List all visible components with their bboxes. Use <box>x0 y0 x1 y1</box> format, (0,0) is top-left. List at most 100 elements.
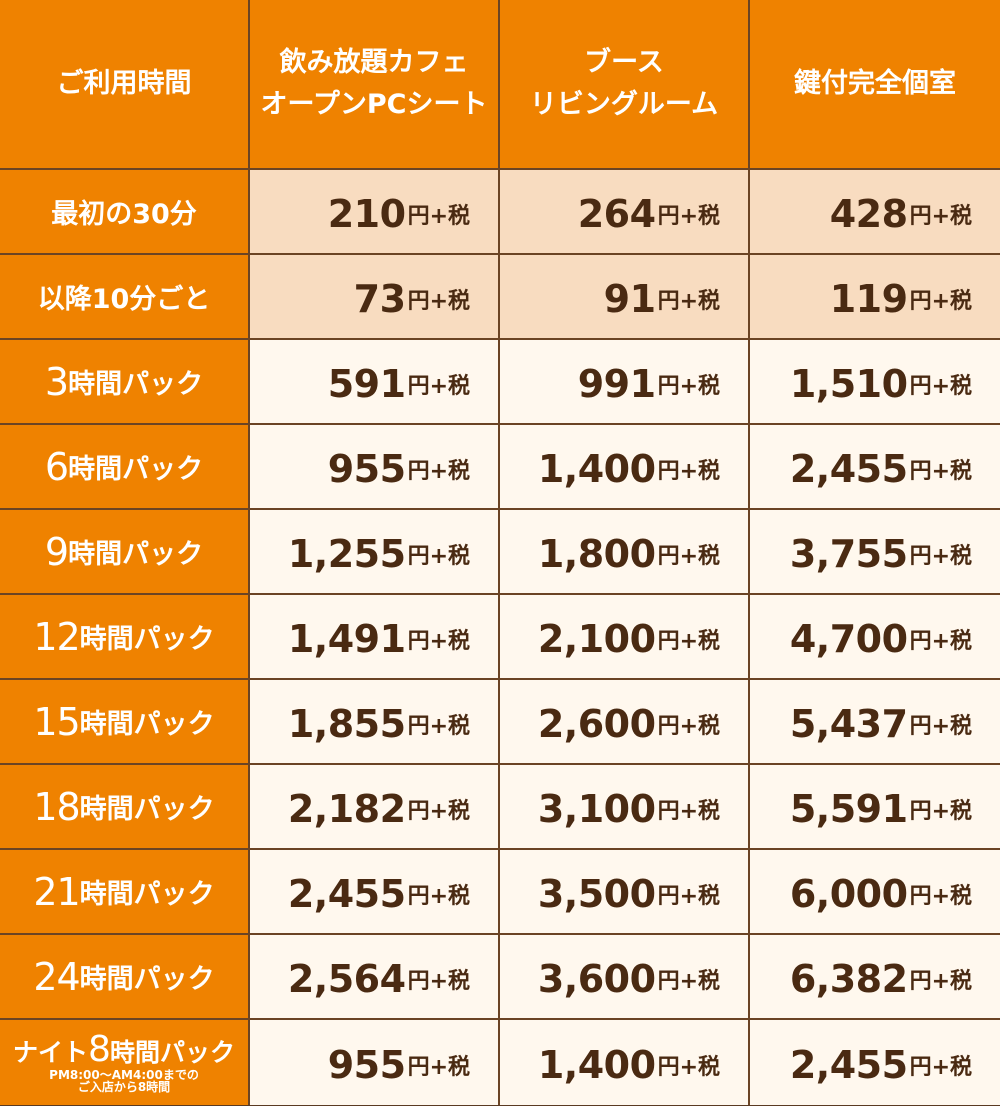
price-amount: 1,400 <box>537 1042 656 1087</box>
price-unit: 円+税 <box>909 288 972 314</box>
header-open-pc-seat-line2: オープンPCシート <box>260 89 488 120</box>
price-amount: 73 <box>353 276 406 321</box>
header-open-pc-seat: 飲み放題カフェ オープンPCシート <box>250 0 500 170</box>
price-cell: 991 円+税 <box>500 340 750 425</box>
price-unit: 円+税 <box>909 883 972 909</box>
row-label-number: 18 <box>33 784 80 829</box>
price-amount: 2,455 <box>789 446 908 491</box>
row-label-number: 3 <box>44 359 69 404</box>
price-amount: 2,455 <box>789 1042 908 1087</box>
price-unit: 円+税 <box>657 968 720 994</box>
price-unit: 円+税 <box>407 288 470 314</box>
price-amount: 3,755 <box>789 531 908 576</box>
row-label-text: 時間パック <box>79 964 215 995</box>
price-amount: 2,100 <box>537 616 656 661</box>
price-cell: 591 円+税 <box>250 340 500 425</box>
header-booth: ブース リビングルーム <box>500 0 750 170</box>
price-unit: 円+税 <box>657 458 720 484</box>
price-cell: 1,510 円+税 <box>750 340 1000 425</box>
price-cell: 5,437 円+税 <box>750 680 1000 765</box>
price-amount: 1,510 <box>789 361 908 406</box>
header-booth-line2: リビングルーム <box>529 89 719 120</box>
price-unit: 円+税 <box>407 968 470 994</box>
price-unit: 円+税 <box>407 373 470 399</box>
row-label-text: 時間パック <box>79 794 215 825</box>
row-label: 3 時間パック <box>0 340 250 425</box>
price-unit: 円+税 <box>909 713 972 739</box>
price-cell: 210 円+税 <box>250 170 500 255</box>
price-amount: 1,800 <box>537 531 656 576</box>
price-unit: 円+税 <box>909 798 972 824</box>
row-label-number: 12 <box>33 614 80 659</box>
price-unit: 円+税 <box>909 543 972 569</box>
price-unit: 円+税 <box>407 1054 470 1080</box>
row-label-night-pack: ナイト8時間パック PM8:00～AM4:00までの ご入店から8時間 <box>0 1020 250 1105</box>
row-label-number: 15 <box>33 699 80 744</box>
price-amount: 3,500 <box>537 871 656 916</box>
price-cell: 3,600 円+税 <box>500 935 750 1020</box>
price-unit: 円+税 <box>909 373 972 399</box>
price-amount: 6,000 <box>789 871 908 916</box>
row-label: 12 時間パック <box>0 595 250 680</box>
price-amount: 3,600 <box>537 956 656 1001</box>
price-amount: 5,437 <box>789 701 908 746</box>
price-cell: 2,600 円+税 <box>500 680 750 765</box>
price-unit: 円+税 <box>657 883 720 909</box>
price-amount: 119 <box>829 276 908 321</box>
row-label: 以降10分ごと <box>0 255 250 340</box>
row-label-text: 時間パック <box>79 709 215 740</box>
price-amount: 91 <box>603 276 656 321</box>
header-private-room: 鍵付完全個室 <box>750 0 1000 170</box>
row-label-text: 時間パック <box>79 624 215 655</box>
row-label-text: 時間パック <box>68 539 204 570</box>
price-unit: 円+税 <box>657 713 720 739</box>
price-unit: 円+税 <box>407 628 470 654</box>
price-cell: 1,800 円+税 <box>500 510 750 595</box>
price-unit: 円+税 <box>407 798 470 824</box>
header-booth-line1: ブース <box>584 47 664 79</box>
price-unit: 円+税 <box>407 458 470 484</box>
price-amount: 2,600 <box>537 701 656 746</box>
header-usage-time: ご利用時間 <box>0 0 250 170</box>
row-label: 最初の30分 <box>0 170 250 255</box>
price-amount: 1,491 <box>287 616 406 661</box>
price-unit: 円+税 <box>909 458 972 484</box>
night-pack-note-duration: ご入店から8時間 <box>77 1080 171 1095</box>
price-amount: 5,591 <box>789 786 908 831</box>
price-cell: 2,100 円+税 <box>500 595 750 680</box>
row-label-number: 21 <box>33 869 80 914</box>
price-amount: 1,855 <box>287 701 406 746</box>
row-label-text: 時間パック <box>68 454 204 485</box>
price-cell: 1,400 円+税 <box>500 1020 750 1105</box>
night-pack-note-hours: PM8:00～AM4:00までの <box>49 1067 199 1082</box>
price-amount: 1,255 <box>287 531 406 576</box>
price-unit: 円+税 <box>657 628 720 654</box>
header-open-pc-seat-line1: 飲み放題カフェ <box>279 47 469 79</box>
price-cell: 428 円+税 <box>750 170 1000 255</box>
price-amount: 955 <box>327 1042 406 1087</box>
price-cell: 1,491 円+税 <box>250 595 500 680</box>
price-unit: 円+税 <box>657 798 720 824</box>
price-unit: 円+税 <box>407 543 470 569</box>
night-pack-prefix: ナイト <box>13 1038 89 1067</box>
row-label: 21 時間パック <box>0 850 250 935</box>
row-label-number: 9 <box>44 529 69 574</box>
price-cell: 3,500 円+税 <box>500 850 750 935</box>
price-unit: 円+税 <box>909 203 972 229</box>
row-label: 9 時間パック <box>0 510 250 595</box>
price-unit: 円+税 <box>657 373 720 399</box>
price-cell: 2,182 円+税 <box>250 765 500 850</box>
price-unit: 円+税 <box>657 203 720 229</box>
price-amount: 2,455 <box>287 871 406 916</box>
row-label-text: 最初の30分 <box>51 199 197 230</box>
row-label-number: 8 <box>88 1029 111 1070</box>
price-unit: 円+税 <box>407 203 470 229</box>
price-cell: 264 円+税 <box>500 170 750 255</box>
price-cell: 1,400 円+税 <box>500 425 750 510</box>
row-label: 15 時間パック <box>0 680 250 765</box>
row-label: 24 時間パック <box>0 935 250 1020</box>
price-cell: 119 円+税 <box>750 255 1000 340</box>
price-amount: 991 <box>577 361 656 406</box>
row-label-text: 以降10分ごと <box>37 284 211 315</box>
